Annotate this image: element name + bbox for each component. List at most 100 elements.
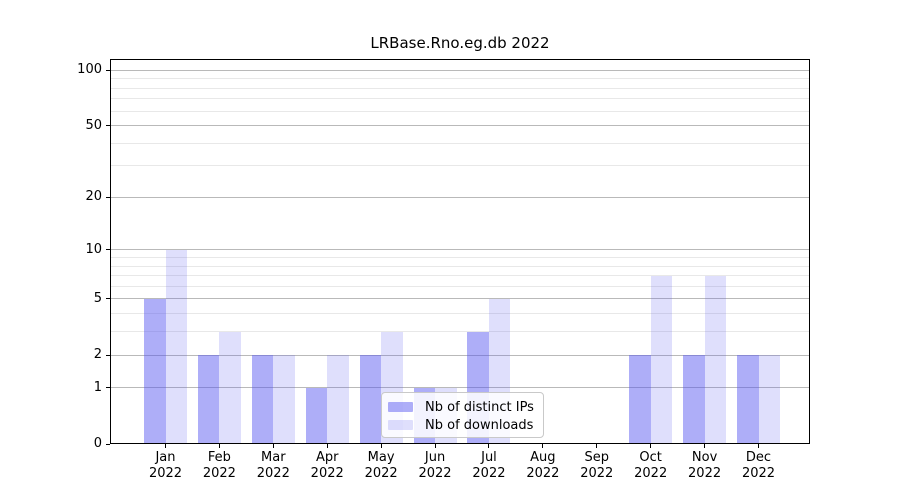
x-axis-tick-mark xyxy=(758,444,759,448)
gridline-minor xyxy=(110,87,810,89)
legend-swatch-downloads xyxy=(388,420,413,430)
x-tick-month: Jun xyxy=(424,450,446,465)
x-tick-month: Apr xyxy=(315,450,339,465)
x-tick-month: Sep xyxy=(584,450,610,465)
y-axis-tick-mark xyxy=(106,387,110,389)
x-tick-year: 2022 xyxy=(310,466,344,481)
bar-nb-of-distinct-ips-mar xyxy=(251,355,274,444)
x-axis-tick-mark xyxy=(704,444,706,448)
legend-label-downloads: Nb of downloads xyxy=(425,417,534,433)
gridline-major xyxy=(110,354,810,356)
x-tick-month: May xyxy=(367,450,395,465)
x-tick-month: Nov xyxy=(691,450,718,465)
x-tick-month: Aug xyxy=(530,450,556,465)
x-tick-year: 2022 xyxy=(256,466,290,481)
x-tick-year: 2022 xyxy=(634,466,668,481)
gridline-minor xyxy=(110,313,810,315)
x-tick-month: Dec xyxy=(745,450,772,465)
x-tick-year: 2022 xyxy=(472,466,506,481)
bar-nb-of-downloads-apr xyxy=(327,355,349,444)
gridline-major xyxy=(110,249,810,251)
x-axis-tick-label-nov: Nov 2022 xyxy=(670,450,740,482)
x-axis-tick-label-apr: Apr 2022 xyxy=(292,450,362,482)
bar-nb-of-distinct-ips-may xyxy=(359,355,382,444)
gridline-minor xyxy=(110,265,810,267)
gridline-major xyxy=(110,298,810,300)
gridline-minor xyxy=(110,275,810,277)
y-axis-tick-label: 0 xyxy=(93,436,102,451)
x-axis-tick-mark xyxy=(596,444,598,448)
gridline-minor xyxy=(110,331,810,333)
x-axis-tick-label-jun: Jun 2022 xyxy=(400,450,470,482)
x-tick-month: Jul xyxy=(481,450,497,465)
gridline-major xyxy=(110,196,810,198)
x-axis-tick-label-oct: Oct 2022 xyxy=(616,450,686,482)
legend-item-downloads: Nb of downloads xyxy=(388,416,543,434)
x-axis-tick-label-jan: Jan 2022 xyxy=(131,450,201,482)
bar-nb-of-distinct-ips-feb xyxy=(197,355,220,444)
bar-nb-of-distinct-ips-oct xyxy=(629,355,651,444)
legend: Nb of distinct IPs Nb of downloads xyxy=(381,392,544,438)
x-tick-month: Mar xyxy=(261,450,286,465)
gridline-minor xyxy=(110,285,810,287)
chart-title: LRBase.Rno.eg.db 2022 xyxy=(370,34,550,52)
x-axis-tick-label-jul: Jul 2022 xyxy=(454,450,524,482)
gridline-minor xyxy=(110,78,810,80)
gridline-major xyxy=(110,125,810,127)
x-tick-month: Feb xyxy=(207,450,231,465)
x-axis-tick-label-aug: Aug 2022 xyxy=(508,450,578,482)
bar-nb-of-distinct-ips-nov xyxy=(683,355,705,444)
x-axis-tick-mark xyxy=(165,444,166,448)
bar-nb-of-downloads-oct xyxy=(650,275,673,444)
gridline-minor xyxy=(110,110,810,112)
bar-nb-of-downloads-jan xyxy=(165,249,187,444)
y-axis-tick-label: 20 xyxy=(85,189,102,205)
legend-item-distinct-ips: Nb of distinct IPs xyxy=(388,398,543,416)
bar-nb-of-downloads-dec xyxy=(758,355,780,444)
plot-area: Nb of distinct IPs Nb of downloads xyxy=(110,59,810,444)
gridline-minor xyxy=(110,256,810,258)
bar-nb-of-downloads-mar xyxy=(273,355,295,444)
x-tick-month: Jan xyxy=(155,450,176,465)
bar-nb-of-distinct-ips-apr xyxy=(305,387,328,444)
x-axis-tick-mark xyxy=(434,444,436,448)
x-axis-tick-mark xyxy=(650,444,652,448)
x-axis-tick-mark xyxy=(488,444,490,448)
y-axis-tick-mark xyxy=(106,298,110,300)
x-tick-year: 2022 xyxy=(741,466,776,481)
gridline-minor xyxy=(110,165,810,167)
y-axis-tick-mark xyxy=(106,443,110,445)
x-tick-year: 2022 xyxy=(688,466,722,481)
bar-nb-of-distinct-ips-dec xyxy=(737,355,759,444)
x-axis-tick-label-sep: Sep 2022 xyxy=(562,450,632,482)
x-axis-tick-mark xyxy=(542,444,544,448)
x-axis-tick-mark xyxy=(218,444,220,448)
x-tick-year: 2022 xyxy=(526,466,560,481)
y-axis-tick-label: 10 xyxy=(85,241,102,257)
x-axis-tick-mark xyxy=(272,444,274,448)
y-axis-tick-label: 1 xyxy=(93,379,102,395)
x-tick-year: 2022 xyxy=(148,466,183,481)
x-tick-year: 2022 xyxy=(580,466,614,481)
x-tick-month: Oct xyxy=(639,450,662,465)
y-axis-tick-mark xyxy=(106,125,110,127)
y-axis-tick-mark xyxy=(106,196,110,198)
bar-nb-of-distinct-ips-jan xyxy=(144,298,166,444)
gridline-minor xyxy=(110,98,810,100)
y-axis-tick-mark xyxy=(106,354,110,356)
y-axis-tick-label: 5 xyxy=(93,290,102,306)
x-tick-year: 2022 xyxy=(364,466,398,481)
x-axis-tick-label-may: May 2022 xyxy=(346,450,416,482)
gridline-major xyxy=(110,69,810,71)
gridline-major xyxy=(110,387,810,389)
bar-nb-of-downloads-feb xyxy=(219,331,241,444)
y-axis-tick-mark xyxy=(106,249,110,251)
y-axis-tick-label: 100 xyxy=(77,62,102,78)
x-axis-tick-label-dec: Dec 2022 xyxy=(724,450,794,482)
x-tick-year: 2022 xyxy=(418,466,452,481)
y-axis-tick-label: 50 xyxy=(85,117,102,133)
y-axis-tick-label: 2 xyxy=(93,347,102,362)
x-axis-tick-label-feb: Feb 2022 xyxy=(184,450,254,482)
x-axis-tick-label-mar: Mar 2022 xyxy=(238,450,308,482)
